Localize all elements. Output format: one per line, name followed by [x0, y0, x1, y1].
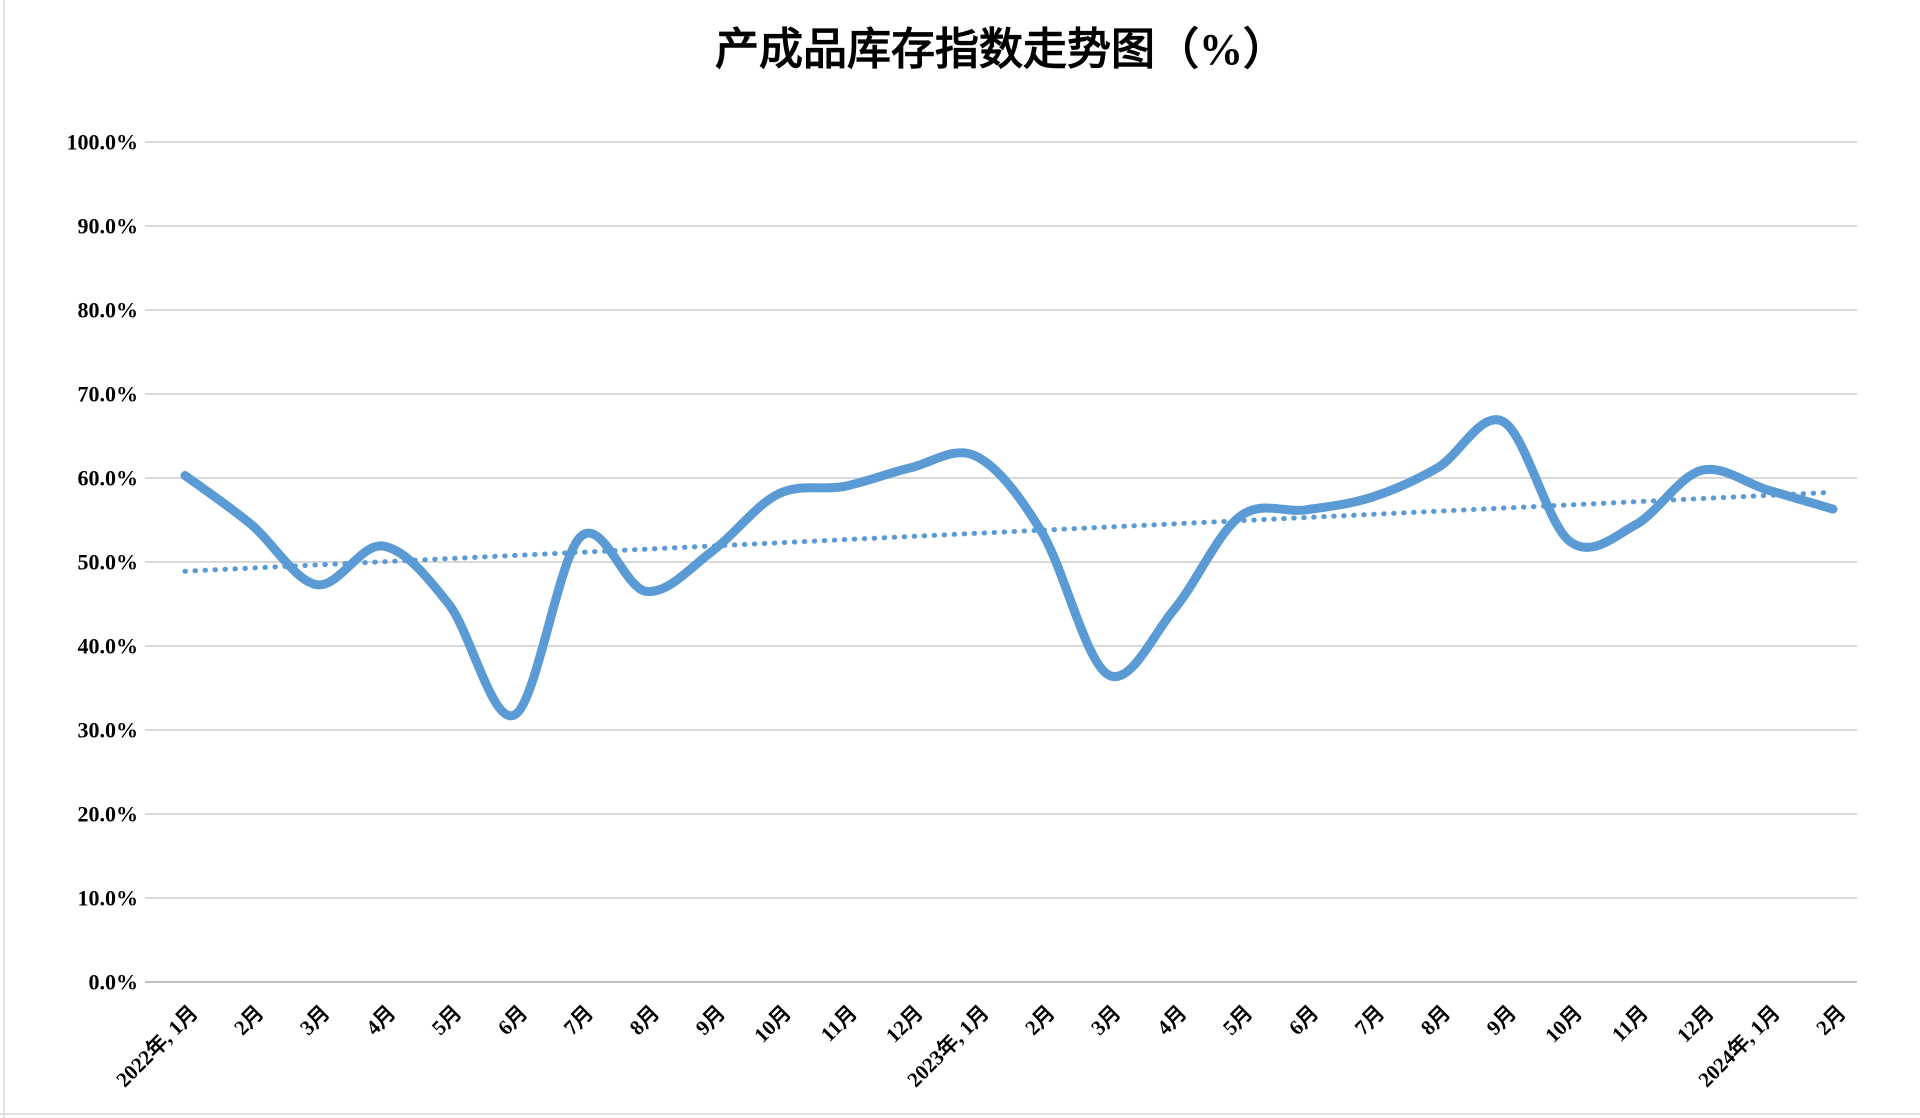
trendline-layer	[182, 489, 1836, 574]
x-tick-label: 10月	[1540, 1001, 1587, 1048]
x-tick-label: 8月	[1416, 1001, 1455, 1040]
x-tick-label: 6月	[1284, 1001, 1323, 1040]
inventory-index-line	[180, 415, 1838, 721]
x-tick-label: 9月	[691, 1001, 730, 1040]
y-tick-label: 30.0%	[78, 718, 139, 743]
x-tick-label: 2月	[1020, 1001, 1059, 1040]
x-tick-label: 2月	[229, 1001, 268, 1040]
x-tick-label: 8月	[625, 1001, 664, 1040]
series-layer	[180, 415, 1838, 721]
x-tick-label: 3月	[295, 1001, 334, 1040]
y-tick-label: 0.0%	[89, 970, 139, 995]
y-tick-label: 60.0%	[78, 466, 139, 491]
x-tick-label: 5月	[1218, 1001, 1257, 1040]
y-tick-label: 20.0%	[78, 802, 139, 827]
x-tick-label: 3月	[1086, 1001, 1125, 1040]
x-tick-label: 2月	[1811, 1001, 1850, 1040]
x-tick-label: 9月	[1482, 1001, 1521, 1040]
x-tick-label: 7月	[1350, 1001, 1389, 1040]
x-tick-label: 5月	[427, 1001, 466, 1040]
y-tick-label: 40.0%	[78, 634, 139, 659]
y-tick-label: 50.0%	[78, 550, 139, 575]
y-tick-label: 90.0%	[78, 214, 139, 239]
y-tick-label: 80.0%	[78, 298, 139, 323]
x-tick-label: 10月	[749, 1001, 796, 1048]
x-tick-label: 11月	[816, 1001, 862, 1047]
x-tick-label: 4月	[361, 1001, 400, 1040]
chart-title: 产成品库存指数走势图（%）	[715, 25, 1287, 74]
x-tick-label: 4月	[1152, 1001, 1191, 1040]
x-tick-label: 7月	[559, 1001, 598, 1040]
x-axis-tick-labels: 2022年, 1月 2月 3月 4月 5月 6月 7月 8月 9月 10月 11月 12月2023年,…	[111, 1001, 1850, 1092]
x-tick-label: 12月	[1672, 1001, 1719, 1048]
x-tick-label: 2022年, 1月	[111, 1001, 202, 1092]
x-tick-label: 6月	[493, 1001, 532, 1040]
y-tick-label: 70.0%	[78, 382, 139, 407]
x-tick-label: 11月	[1607, 1001, 1653, 1047]
y-axis-tick-labels: 0.0% 10.0% 20.0% 30.0% 40.0% 50.0% 60.0% 70.0% 8…	[67, 130, 139, 995]
y-tick-label: 100.0%	[67, 130, 139, 155]
gridlines	[145, 141, 1857, 983]
y-tick-label: 10.0%	[78, 886, 139, 911]
trendline	[182, 489, 1836, 574]
x-tick-label: 12月	[881, 1001, 928, 1048]
